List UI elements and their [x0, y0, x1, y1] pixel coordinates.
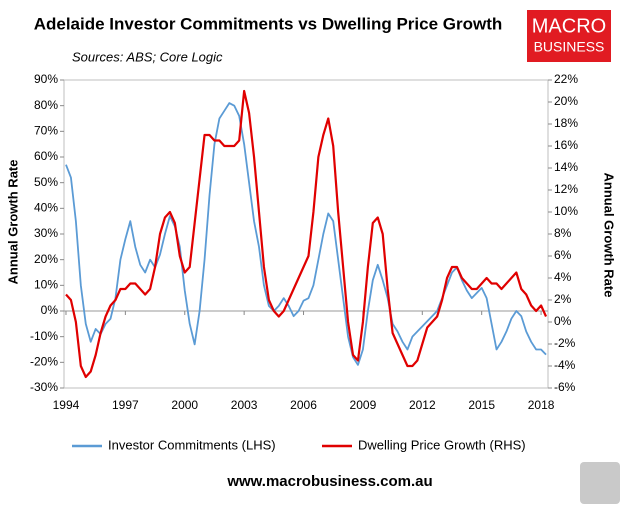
data-line [65, 89, 548, 379]
y-tick-label: 70% [34, 124, 58, 138]
x-tick-label: 2003 [231, 398, 258, 412]
y2-tick-label: 12% [554, 182, 578, 196]
plot-frame [63, 79, 549, 389]
y2-tick-label: 10% [554, 204, 578, 218]
y2-tick-label: 2% [554, 292, 572, 306]
legend-label: Dwelling Price Growth (RHS) [358, 437, 526, 452]
y2-tick-label: 0% [554, 314, 572, 328]
y-tick-label: -10% [30, 329, 58, 343]
x-tick-label: 2012 [409, 398, 436, 412]
x-tick-label: 1997 [112, 398, 139, 412]
x-tick-label: 2009 [350, 398, 377, 412]
y2-tick-label: 18% [554, 116, 578, 130]
y-tick-label: 10% [34, 278, 58, 292]
y-tick-label: 80% [34, 98, 58, 112]
y2-axis-label: Annual Growth Rate [602, 173, 617, 298]
data-line [65, 102, 547, 366]
chart-title: Adelaide Investor Commitments vs Dwellin… [34, 14, 503, 33]
x-tick-label: 2018 [528, 398, 555, 412]
logo-box [527, 10, 611, 62]
logo-text: BUSINESS [534, 39, 605, 55]
y2-tick-label: -4% [554, 358, 576, 372]
y-tick-label: 90% [34, 72, 58, 86]
y-tick-label: 30% [34, 226, 58, 240]
x-tick-label: 1994 [53, 398, 80, 412]
y2-tick-label: -2% [554, 336, 576, 350]
y-axis-label: Annual Growth Rate [5, 160, 20, 285]
chart-subtitle: Sources: ABS; Core Logic [72, 49, 223, 64]
y2-tick-label: 14% [554, 160, 578, 174]
x-tick-label: 2006 [290, 398, 317, 412]
logo-wolf [580, 462, 620, 504]
y2-tick-label: 16% [554, 138, 578, 152]
y-tick-label: 20% [34, 252, 58, 266]
y2-tick-label: 6% [554, 248, 572, 262]
y-tick-label: 40% [34, 201, 58, 215]
y-tick-label: -30% [30, 380, 58, 394]
y-tick-label: -20% [30, 355, 58, 369]
y2-tick-label: 8% [554, 226, 572, 240]
y2-tick-label: 22% [554, 72, 578, 86]
y-tick-label: 0% [41, 303, 59, 317]
logo-text: MACRO [532, 15, 606, 37]
y-tick-label: 50% [34, 175, 58, 189]
x-tick-label: 2015 [468, 398, 495, 412]
legend-label: Investor Commitments (LHS) [108, 437, 276, 452]
y-tick-label: 60% [34, 149, 58, 163]
y2-tick-label: 20% [554, 94, 578, 108]
y2-tick-label: 4% [554, 270, 572, 284]
y2-tick-label: -6% [554, 380, 576, 394]
x-tick-label: 2000 [171, 398, 198, 412]
footer-url: www.macrobusiness.com.au [226, 473, 432, 490]
